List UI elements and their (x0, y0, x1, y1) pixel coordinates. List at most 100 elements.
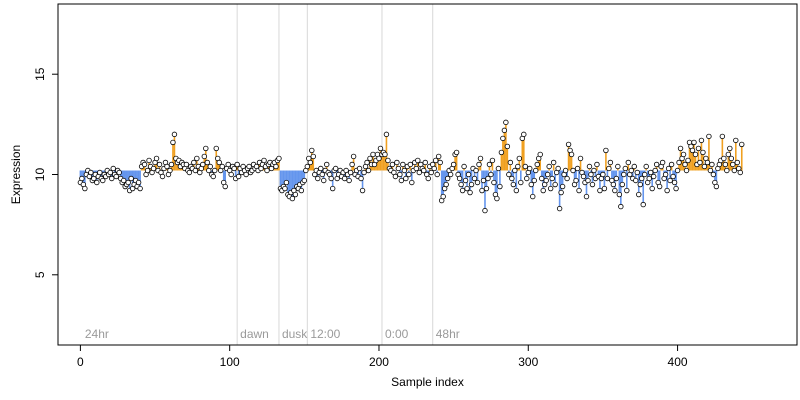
data-point (668, 161, 675, 168)
data-point (298, 187, 305, 194)
data-point (570, 167, 576, 174)
data-point (673, 185, 679, 192)
data-point (562, 167, 569, 174)
data-point (700, 149, 706, 156)
y-axis-label: Expression (9, 145, 23, 204)
data-point (543, 177, 549, 184)
data-point (409, 179, 415, 186)
data-point (506, 171, 512, 178)
data-point (710, 171, 717, 178)
data-point (565, 141, 572, 148)
data-point (642, 171, 648, 178)
data-point (82, 185, 88, 192)
data-point (231, 165, 237, 172)
data-point (128, 175, 134, 182)
data-point (397, 171, 403, 178)
data-point (477, 155, 484, 162)
data-point (367, 155, 373, 162)
x-tick-label: 300 (518, 355, 538, 369)
data-points (77, 119, 745, 214)
data-point (376, 155, 382, 162)
data-point (228, 171, 234, 178)
data-point (421, 167, 427, 174)
data-point (485, 175, 491, 182)
data-point (480, 177, 487, 184)
y-tick-label: 10 (33, 168, 47, 182)
data-point (398, 177, 405, 184)
data-point (359, 187, 366, 194)
data-point (435, 153, 442, 160)
data-point (329, 185, 336, 192)
data-point (141, 161, 148, 168)
data-point (276, 155, 282, 162)
data-point (309, 147, 315, 154)
data-point (453, 149, 460, 156)
data-point (194, 155, 200, 162)
data-point (416, 169, 422, 176)
data-point (491, 179, 497, 186)
data-point (698, 137, 705, 144)
data-point (146, 157, 152, 164)
data-point (534, 161, 540, 168)
data-point (422, 159, 428, 166)
data-point (318, 165, 324, 172)
data-point (476, 161, 482, 168)
data-point (647, 169, 654, 176)
data-point (324, 161, 330, 168)
segment-label: 24hr (85, 327, 109, 341)
data-point (727, 145, 733, 152)
data-point (619, 181, 626, 188)
data-point (515, 163, 521, 170)
data-point (628, 167, 634, 174)
data-point (319, 171, 325, 178)
data-point (618, 203, 624, 210)
data-point (307, 159, 314, 166)
data-point (564, 175, 570, 182)
data-point (604, 175, 611, 182)
data-point (170, 139, 176, 146)
data-point (621, 171, 627, 178)
data-point (558, 189, 564, 196)
data-point (625, 159, 631, 166)
data-point (120, 177, 127, 184)
data-point (219, 163, 225, 170)
data-point (639, 175, 645, 182)
data-point (667, 177, 673, 184)
data-point (201, 153, 208, 160)
data-point (719, 133, 726, 140)
data-point (559, 183, 566, 190)
data-point (707, 167, 714, 174)
data-point (356, 165, 363, 172)
data-point (498, 149, 505, 156)
data-point (674, 167, 681, 174)
data-point (549, 175, 555, 182)
data-point (537, 151, 543, 158)
data-point (721, 155, 727, 162)
data-point (428, 169, 434, 176)
data-point (589, 181, 596, 188)
data-point (461, 163, 467, 170)
data-point (730, 161, 736, 168)
data-point (585, 177, 591, 184)
data-point (135, 179, 142, 186)
data-point (540, 187, 546, 194)
data-point (113, 173, 119, 180)
data-point (167, 167, 173, 174)
data-point (706, 133, 712, 140)
data-point (450, 161, 457, 168)
segment-label: 12:00 (310, 327, 340, 341)
y-tick-label: 15 (33, 67, 47, 81)
data-point (524, 175, 530, 182)
segment-labels: 24hr dawn dusk 12:00 0:00 48hr (85, 327, 460, 341)
data-point (528, 181, 534, 188)
segment-label: 48hr (436, 327, 460, 341)
data-point (637, 181, 643, 188)
data-point (153, 155, 160, 162)
data-point (462, 177, 469, 184)
data-point (191, 159, 197, 166)
data-point (434, 171, 440, 178)
data-point (701, 163, 708, 170)
data-point (433, 157, 439, 164)
data-point (640, 201, 646, 208)
data-point (497, 183, 503, 190)
